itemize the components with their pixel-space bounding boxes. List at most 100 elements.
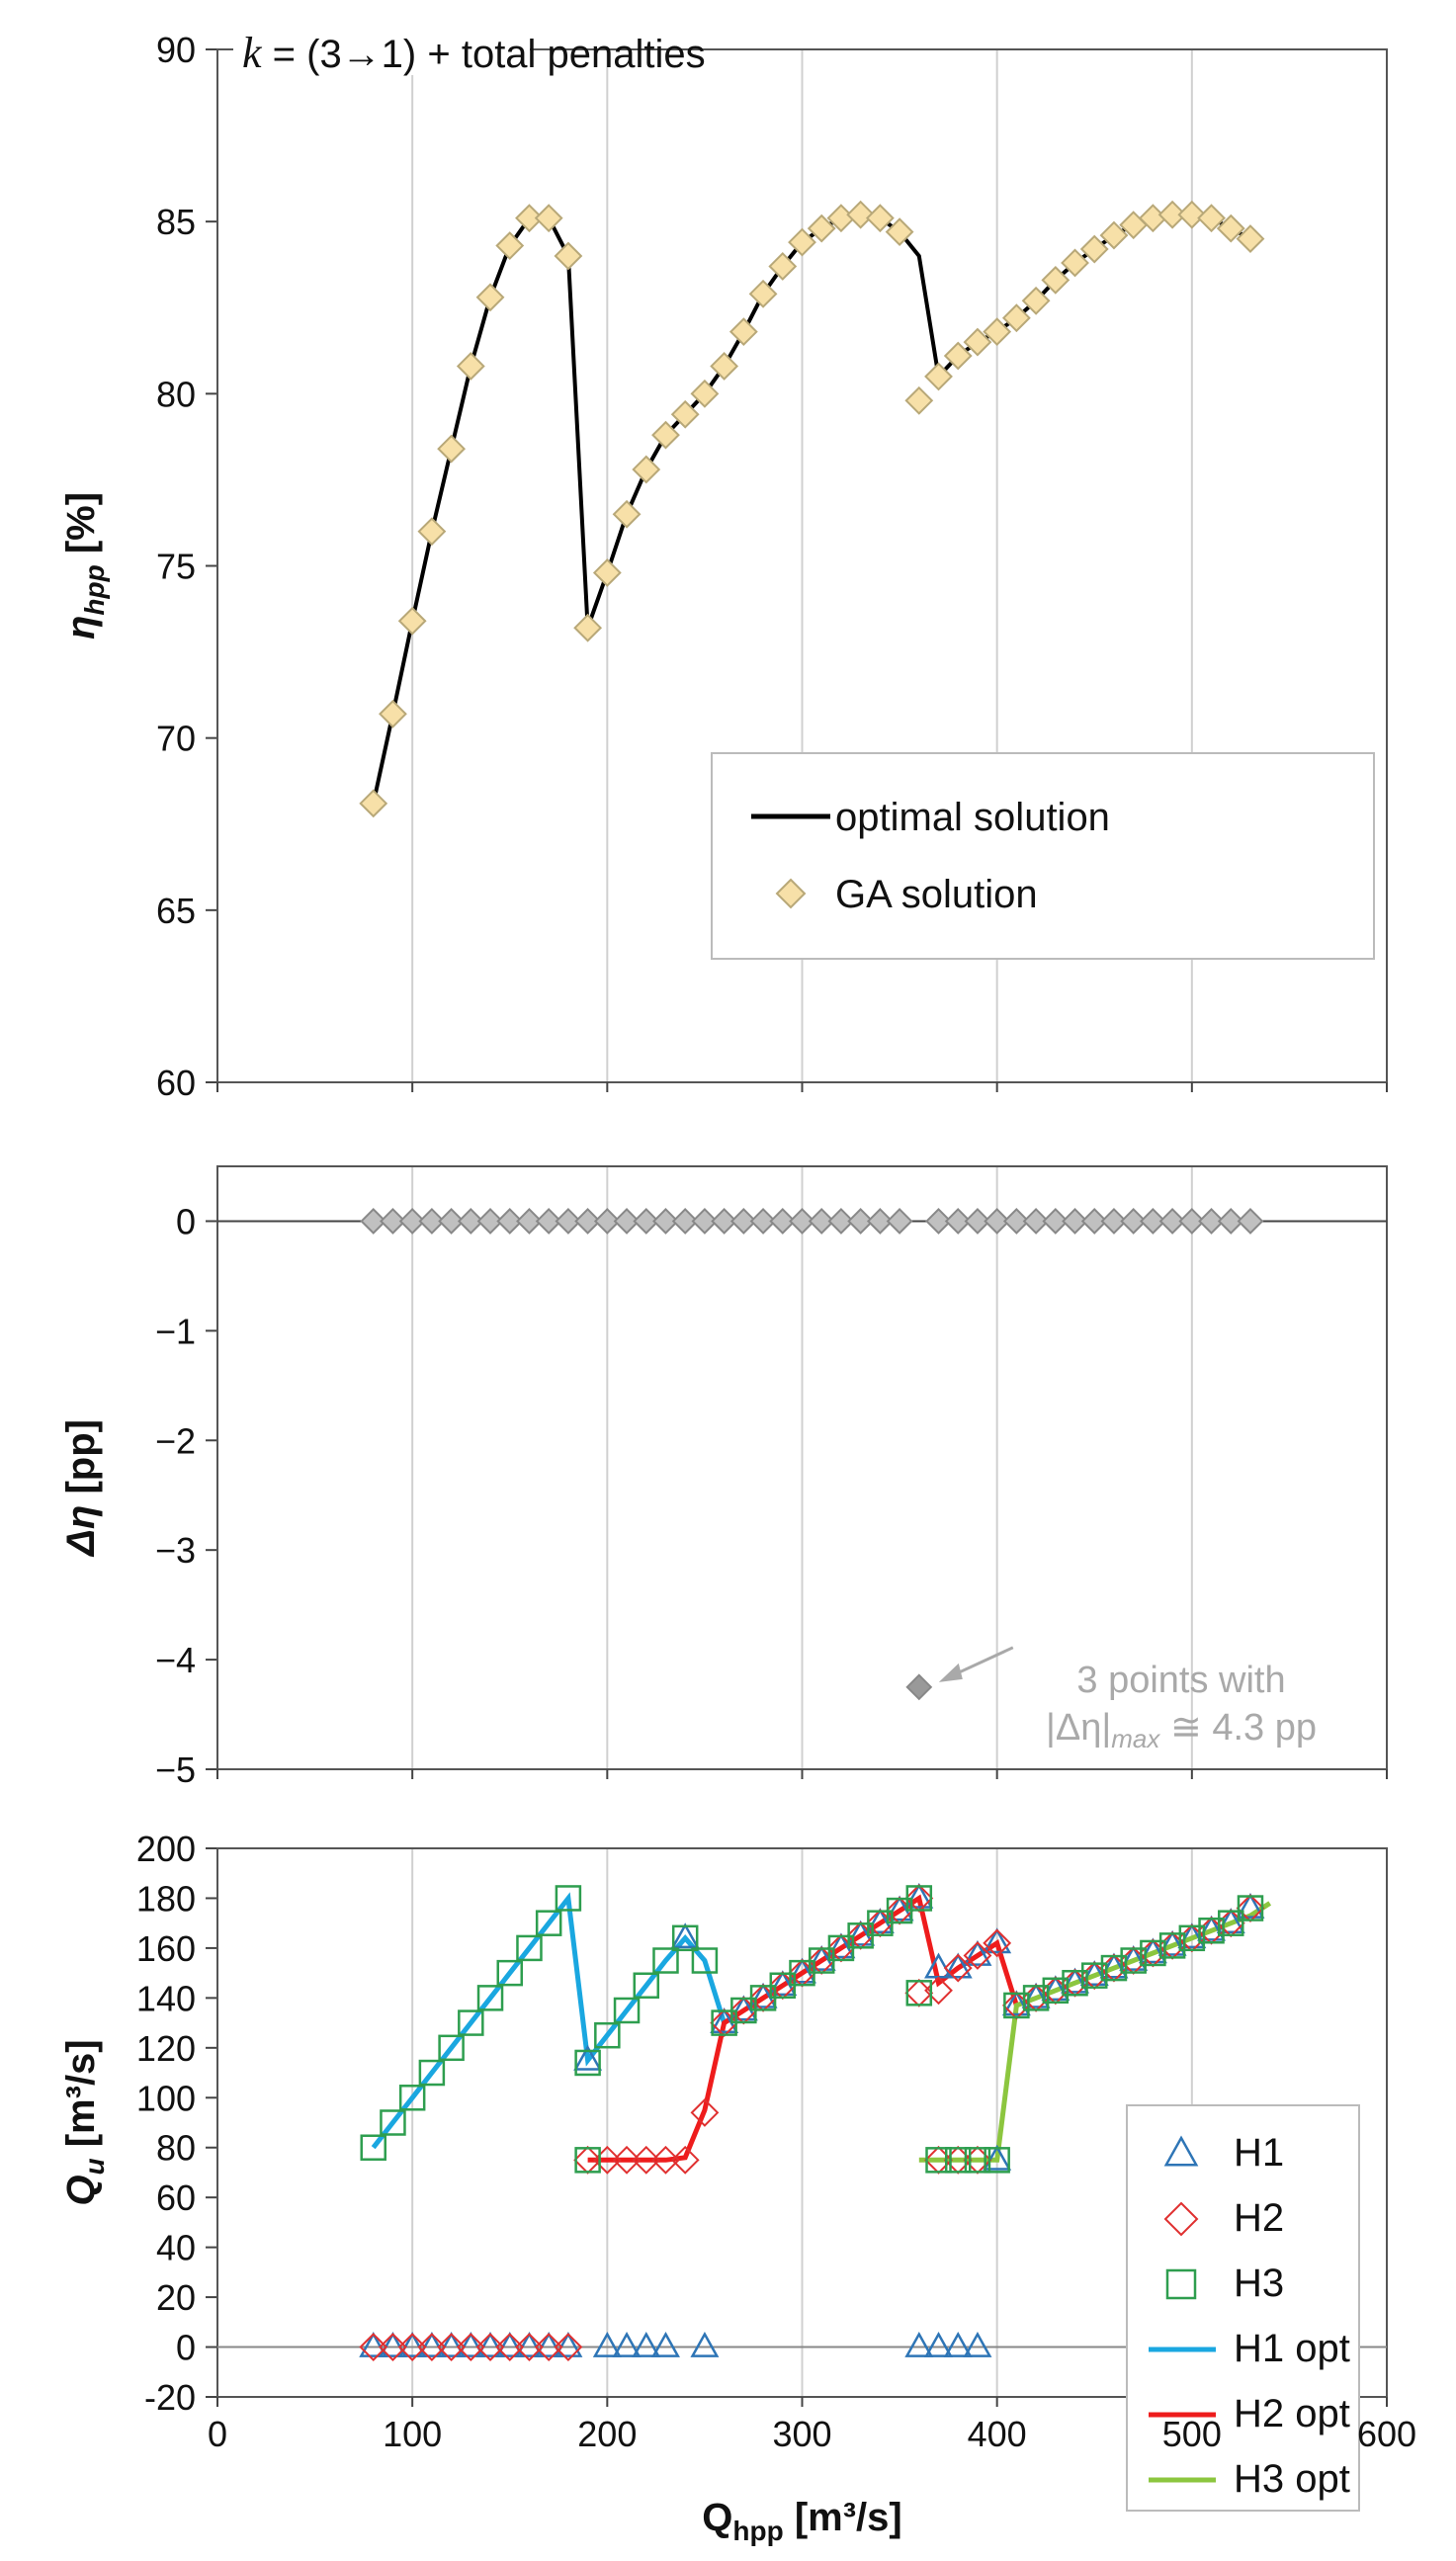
ga-solution-point bbox=[397, 606, 427, 636]
delta-point bbox=[418, 1208, 446, 1235]
delta-point bbox=[1198, 1208, 1225, 1235]
h3-point bbox=[691, 1947, 719, 1974]
h2-point bbox=[963, 1941, 992, 1970]
h1-point bbox=[728, 1995, 758, 2021]
h3-point bbox=[905, 1980, 933, 2006]
x-tick-label: 500 bbox=[1162, 2414, 1222, 2454]
h3-point bbox=[1062, 1969, 1088, 1997]
h3-point bbox=[633, 1972, 660, 1999]
h1-point bbox=[495, 2331, 525, 2357]
axis-title-sub: u bbox=[79, 2158, 110, 2175]
h1-point bbox=[378, 2331, 407, 2357]
h1-point bbox=[963, 2331, 992, 2357]
h1-point bbox=[768, 1970, 798, 1997]
ga-solution-point bbox=[728, 317, 758, 347]
h1-point bbox=[943, 2331, 973, 2357]
y-tick-label: 60 bbox=[156, 1063, 196, 1103]
y-axis-title: Qu [m³/s] bbox=[59, 2039, 110, 2205]
legend-h1-swatch bbox=[1163, 2135, 1199, 2167]
h1-point bbox=[983, 1927, 1012, 1954]
h1-point bbox=[983, 2144, 1012, 2171]
h1-point bbox=[534, 2331, 563, 2357]
h3-point bbox=[671, 1924, 699, 1952]
delta-point bbox=[925, 1208, 952, 1235]
delta-point bbox=[1002, 1208, 1030, 1235]
x-axis-title: Qhpp [m³/s] bbox=[702, 2496, 901, 2546]
h1-point bbox=[788, 1957, 816, 1984]
h3-point bbox=[535, 1910, 562, 1936]
h3-point bbox=[1120, 1947, 1147, 1974]
h3-point bbox=[380, 2109, 406, 2136]
h1-point bbox=[865, 1908, 895, 1934]
axis-title-sub: hpp bbox=[79, 564, 110, 615]
ga-solution-point bbox=[632, 455, 661, 484]
annotation-line2-sub: max bbox=[1111, 1724, 1160, 1753]
ga-solution-point bbox=[1041, 265, 1071, 295]
ga-solution-point bbox=[943, 341, 973, 371]
annotation-line1: 3 points with bbox=[1076, 1660, 1285, 1701]
delta-point bbox=[749, 1208, 777, 1235]
h3-point bbox=[1198, 1918, 1225, 1944]
legend-label: H3 bbox=[1234, 2262, 1284, 2305]
delta-point bbox=[360, 1208, 387, 1235]
delta-point bbox=[691, 1208, 719, 1235]
title-k: k bbox=[242, 29, 263, 77]
ga-solution-point bbox=[865, 204, 895, 233]
h1-point bbox=[1061, 1967, 1090, 1994]
h1-point bbox=[1138, 1937, 1167, 1964]
legend-label: H1 opt bbox=[1234, 2327, 1350, 2370]
ga-solution-point bbox=[612, 499, 642, 529]
h3-point bbox=[418, 2059, 446, 2087]
h1-point bbox=[573, 2044, 603, 2071]
delta-point bbox=[886, 1208, 913, 1235]
h2-point bbox=[417, 2333, 447, 2361]
ga-solution-point bbox=[437, 434, 467, 464]
y-tick-label: 120 bbox=[136, 2028, 196, 2069]
h1-point bbox=[1021, 1982, 1051, 2008]
ga-solution-point bbox=[573, 613, 603, 642]
annotation-line2-pre: |Δη| bbox=[1046, 1707, 1111, 1749]
delta-point bbox=[808, 1208, 835, 1235]
h2-point bbox=[690, 2097, 720, 2127]
ga-solution-point bbox=[748, 279, 778, 308]
delta-point bbox=[398, 1208, 426, 1235]
h1-point bbox=[963, 1939, 992, 1966]
ga-solution-point bbox=[885, 217, 914, 247]
h2-point bbox=[983, 1928, 1012, 1958]
delta-point bbox=[555, 1208, 582, 1235]
y-tick-label: 0 bbox=[176, 1201, 196, 1241]
ga-solution-point bbox=[690, 379, 720, 408]
ga-solution-point bbox=[788, 227, 816, 257]
delta-point bbox=[516, 1208, 543, 1235]
h3-point bbox=[574, 2049, 601, 2077]
h1-point bbox=[475, 2331, 505, 2357]
delta-point bbox=[827, 1208, 855, 1235]
h1-point bbox=[1001, 1990, 1031, 2016]
axis-title-unit: [%] bbox=[59, 492, 103, 564]
y-tick-label: 75 bbox=[156, 547, 196, 587]
discharge-panel: -20 0 20 40 60 80 100 120 140 160 180 200 Qu [m³/s] H… bbox=[59, 1829, 1388, 2512]
legend-h3-swatch bbox=[1165, 2268, 1197, 2300]
delta-point bbox=[711, 1208, 738, 1235]
delta-point bbox=[1120, 1208, 1148, 1235]
ga-solution-point bbox=[515, 204, 544, 233]
legend-ga-swatch bbox=[775, 878, 807, 909]
delta-point bbox=[866, 1208, 894, 1235]
h2-point bbox=[397, 2333, 427, 2361]
h1-point bbox=[1119, 1944, 1149, 1971]
h1-point bbox=[1177, 1922, 1207, 1949]
ga-solution-point bbox=[670, 399, 700, 429]
delta-point bbox=[574, 1208, 602, 1235]
ga-solution-point bbox=[983, 317, 1012, 347]
h1-point bbox=[1079, 1960, 1109, 1987]
ga-solution-point bbox=[1061, 248, 1089, 278]
y-tick-label: 140 bbox=[136, 1978, 196, 2018]
ga-solution-point bbox=[1021, 286, 1051, 315]
ga-solution-point bbox=[963, 327, 992, 357]
x-tick-label: 600 bbox=[1357, 2414, 1416, 2454]
delta-point bbox=[593, 1208, 621, 1235]
h2-point bbox=[534, 2333, 563, 2361]
y-tick-label: 80 bbox=[156, 2128, 196, 2169]
delta-point bbox=[944, 1208, 972, 1235]
h3-point bbox=[438, 2034, 465, 2062]
